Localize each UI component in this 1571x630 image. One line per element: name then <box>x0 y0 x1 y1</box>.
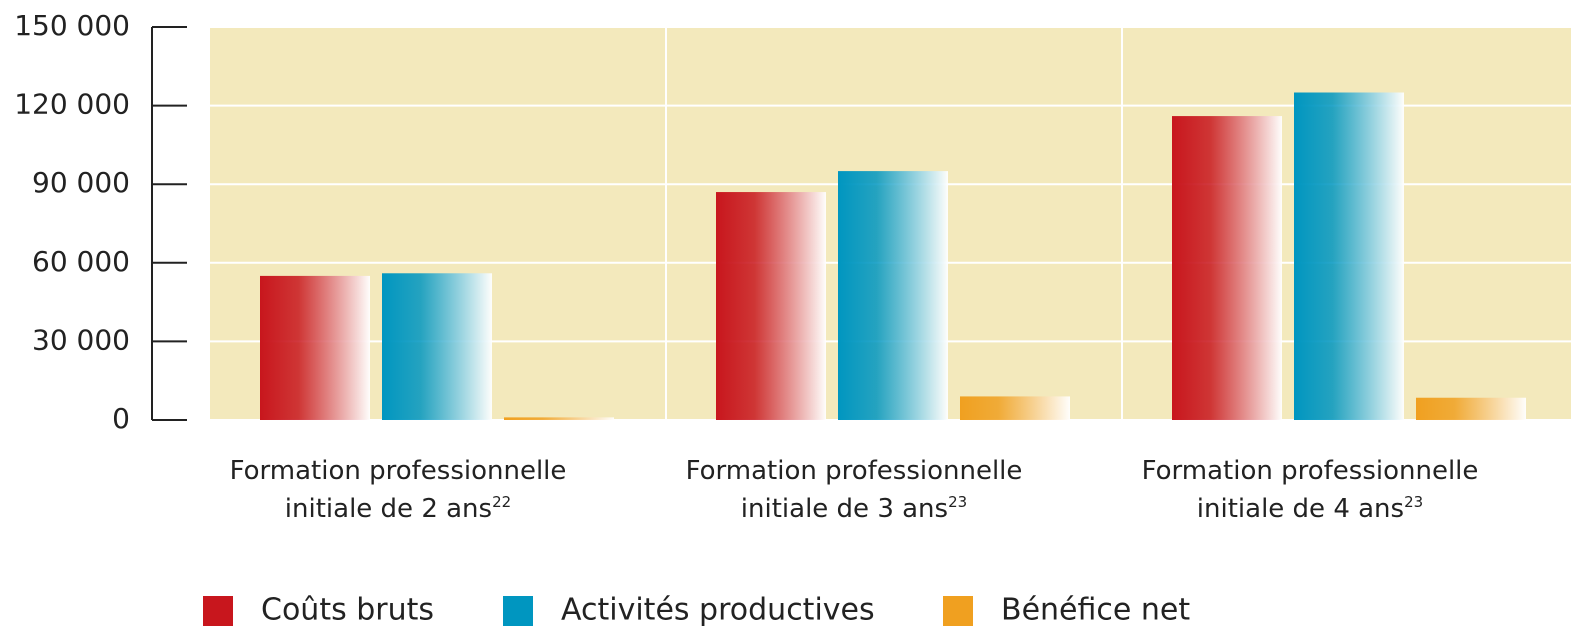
x-tick-label: Formation professionnelle initiale de 2 … <box>188 452 608 531</box>
bar <box>382 273 492 420</box>
y-tick-label: 0 <box>112 402 130 435</box>
y-tick-label: 60 000 <box>32 245 130 278</box>
footnote: 22 <box>492 493 512 511</box>
footnote: 23 <box>948 493 968 511</box>
x-tick-label: Formation professionnelle initiale de 4 … <box>1100 452 1520 531</box>
category-text: Formation professionnelle initiale de 2 … <box>229 456 567 524</box>
legend-label: Coûts bruts <box>261 593 434 628</box>
bar <box>1294 92 1404 420</box>
y-tick-label: 90 000 <box>32 166 130 199</box>
legend-swatch <box>503 596 533 626</box>
bar <box>260 275 370 420</box>
category-text: Formation professionnelle initiale de 4 … <box>1141 456 1479 524</box>
legend-label: Bénéfice net <box>1001 593 1190 628</box>
legend-swatch <box>203 596 233 626</box>
category-text: Formation professionnelle initiale de 3 … <box>685 456 1023 524</box>
bar <box>838 171 948 420</box>
bar <box>504 417 614 420</box>
bar <box>716 192 826 420</box>
y-tick-label: 150 000 <box>14 9 130 42</box>
footnote: 23 <box>1404 493 1424 511</box>
y-tick-label: 120 000 <box>14 88 130 121</box>
x-tick-label: Formation professionnelle initiale de 3 … <box>644 452 1064 531</box>
legend-swatch <box>943 596 973 626</box>
legend-label: Activités productives <box>561 593 875 628</box>
y-tick-label: 30 000 <box>32 323 130 356</box>
bar <box>1172 116 1282 420</box>
bar <box>1416 397 1526 420</box>
bar <box>960 396 1070 420</box>
